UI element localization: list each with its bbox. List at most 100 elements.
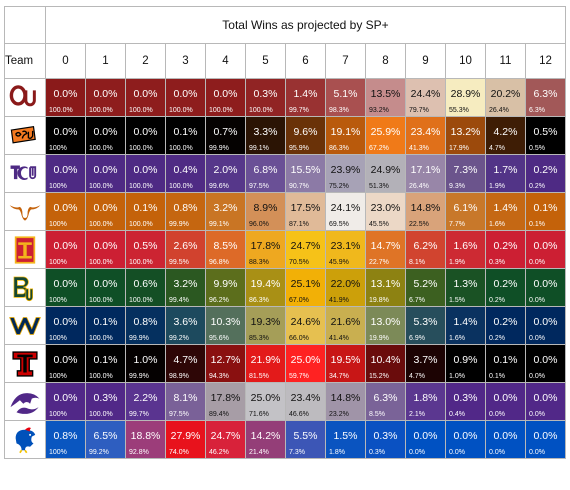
win-probability-label: 0.1% [533, 202, 558, 214]
win-probability-label: 19.1% [330, 126, 361, 138]
win-probability-label: 13.0% [370, 316, 401, 328]
cumulative-probability-label: 26.4% [489, 107, 509, 114]
win-probability-cell: 0.1% 100.0% [125, 192, 166, 231]
win-probability-cell: 27.9% 74.0% [165, 420, 206, 459]
win-probability-label: 0.0% [53, 202, 78, 214]
cumulative-probability-label: 0.3% [489, 259, 505, 266]
team-row: 0.0% 100% 0.1% 100.0% 0.8% 99.9% 3.6% 99.2% 10.3… [4, 306, 566, 345]
cumulative-probability-label: 95.9% [289, 145, 309, 152]
win-probability-cell: 10.4% 15.2% [365, 344, 406, 383]
column-header: 9 [405, 43, 446, 79]
cumulative-probability-label: 0.0% [529, 259, 545, 266]
cumulative-probability-label: 71.6% [249, 411, 269, 418]
win-probability-cell: 9.6% 95.9% [285, 116, 326, 155]
team-logo-cell [4, 268, 46, 307]
win-probability-label: 17.8% [250, 240, 281, 252]
win-probability-cell: 25.1% 67.0% [285, 268, 326, 307]
win-probability-label: 1.6% [453, 240, 478, 252]
cumulative-probability-label: 46.6% [289, 411, 309, 418]
win-probability-cell: 17.8% 89.4% [205, 382, 246, 421]
heatmap-body: 0.0% 100.0% 0.0% 100.0% 0.0% 100.0% 0.0% 100.0%… [4, 78, 566, 459]
win-probability-label: 0.9% [453, 354, 478, 366]
cumulative-probability-label: 17.9% [449, 145, 469, 152]
win-probability-cell: 0.1% 0.1% [485, 344, 526, 383]
cumulative-probability-label: 9.3% [449, 183, 465, 190]
win-probability-cell: 13.1% 19.8% [365, 268, 406, 307]
cumulative-probability-label: 100% [49, 259, 67, 266]
cumulative-probability-label: 100.0% [89, 297, 113, 304]
cumulative-probability-label: 86.3% [329, 145, 349, 152]
cumulative-probability-label: 0.0% [529, 411, 545, 418]
win-probability-label: 0.2% [493, 278, 518, 290]
cumulative-probability-label: 100% [49, 145, 67, 152]
column-header: 5 [245, 43, 286, 79]
win-probability-label: 0.3% [253, 88, 278, 100]
cumulative-probability-label: 74.0% [169, 449, 189, 456]
osu-logo [10, 125, 36, 143]
wvu-logo [9, 316, 41, 335]
column-header-row: Team 0 1 2 3 4 5 6 7 8 9 10 11 12 [4, 43, 566, 79]
win-probability-label: 24.4% [410, 88, 441, 100]
win-probability-cell: 0.2% 0.2% [525, 154, 566, 193]
win-probability-cell: 24.7% 46.2% [205, 420, 246, 459]
win-probability-cell: 1.6% 1.9% [445, 230, 486, 269]
cumulative-probability-label: 0.1% [489, 373, 505, 380]
cumulative-probability-label: 41.4% [329, 335, 349, 342]
win-probability-cell: 1.3% 1.5% [445, 268, 486, 307]
win-probability-label: 0.0% [53, 316, 78, 328]
win-probability-label: 9.6% [293, 126, 318, 138]
team-row: 0.0% 100% 0.1% 100.0% 1.0% 99.9% 4.7% 98.9% 12.7… [4, 344, 566, 383]
corner-blank [4, 6, 46, 44]
iowa-state-logo [14, 235, 36, 264]
win-probability-label: 0.0% [493, 430, 518, 442]
win-probability-label: 0.0% [533, 278, 558, 290]
win-probability-label: 0.0% [133, 126, 158, 138]
cumulative-probability-label: 99.9% [129, 335, 149, 342]
win-probability-label: 0.7% [213, 126, 238, 138]
win-probability-label: 1.4% [453, 316, 478, 328]
cumulative-probability-label: 90.7% [289, 183, 309, 190]
win-probability-label: 0.4% [173, 164, 198, 176]
team-row: 0.8% 100% 6.5% 99.2% 18.8% 92.8% 27.9% 74.0% 24.… [4, 420, 566, 459]
win-probability-label: 14.8% [410, 202, 441, 214]
cumulative-probability-label: 4.7% [489, 145, 505, 152]
win-probability-cell: 0.0% 100.0% [85, 78, 126, 117]
win-probability-label: 0.2% [493, 240, 518, 252]
win-probability-label: 0.8% [53, 430, 78, 442]
win-probability-label: 0.1% [493, 354, 518, 366]
cumulative-probability-label: 85.3% [249, 335, 269, 342]
win-probability-cell: 20.2% 26.4% [485, 78, 526, 117]
win-probability-label: 1.0% [133, 354, 158, 366]
cumulative-probability-label: 93.2% [369, 107, 389, 114]
cumulative-probability-label: 7.7% [449, 221, 465, 228]
win-probability-cell: 1.4% 99.7% [285, 78, 326, 117]
team-row: 0.0% 100% 0.0% 100.0% 0.0% 100.0% 0.4% 100.0% 2.… [4, 154, 566, 193]
team-logo-cell [4, 382, 46, 421]
win-probability-cell: 0.3% 100.0% [245, 78, 286, 117]
win-probability-label: 13.5% [370, 88, 401, 100]
win-probability-cell: 23.9% 75.2% [325, 154, 366, 193]
win-probability-label: 0.0% [173, 88, 198, 100]
win-probability-label: 1.4% [493, 202, 518, 214]
win-probability-cell: 0.0% 0.0% [525, 382, 566, 421]
cumulative-probability-label: 100% [49, 297, 67, 304]
win-probability-cell: 17.5% 87.1% [285, 192, 326, 231]
win-probability-cell: 0.9% 1.0% [445, 344, 486, 383]
win-probability-label: 0.0% [93, 88, 118, 100]
win-probability-label: 0.0% [533, 430, 558, 442]
texas-logo [9, 204, 41, 220]
win-probability-label: 24.1% [330, 202, 361, 214]
win-probability-label: 0.0% [413, 430, 438, 442]
win-probability-label: 22.0% [330, 278, 361, 290]
win-probability-label: 17.8% [210, 392, 241, 404]
win-probability-label: 9.9% [213, 278, 238, 290]
team-row: 0.0% 100% 0.0% 100.0% 0.0% 100.0% 0.1% 100.0% 0.… [4, 116, 566, 155]
cumulative-probability-label: 19.8% [369, 297, 389, 304]
cumulative-probability-label: 21.4% [249, 449, 269, 456]
win-probability-cell: 23.4% 41.3% [405, 116, 446, 155]
win-probability-label: 6.8% [253, 164, 278, 176]
cumulative-probability-label: 100.0% [129, 107, 153, 114]
win-probability-cell: 0.1% 100.0% [85, 306, 126, 345]
cumulative-probability-label: 66.0% [289, 335, 309, 342]
win-probability-label: 0.3% [453, 392, 478, 404]
